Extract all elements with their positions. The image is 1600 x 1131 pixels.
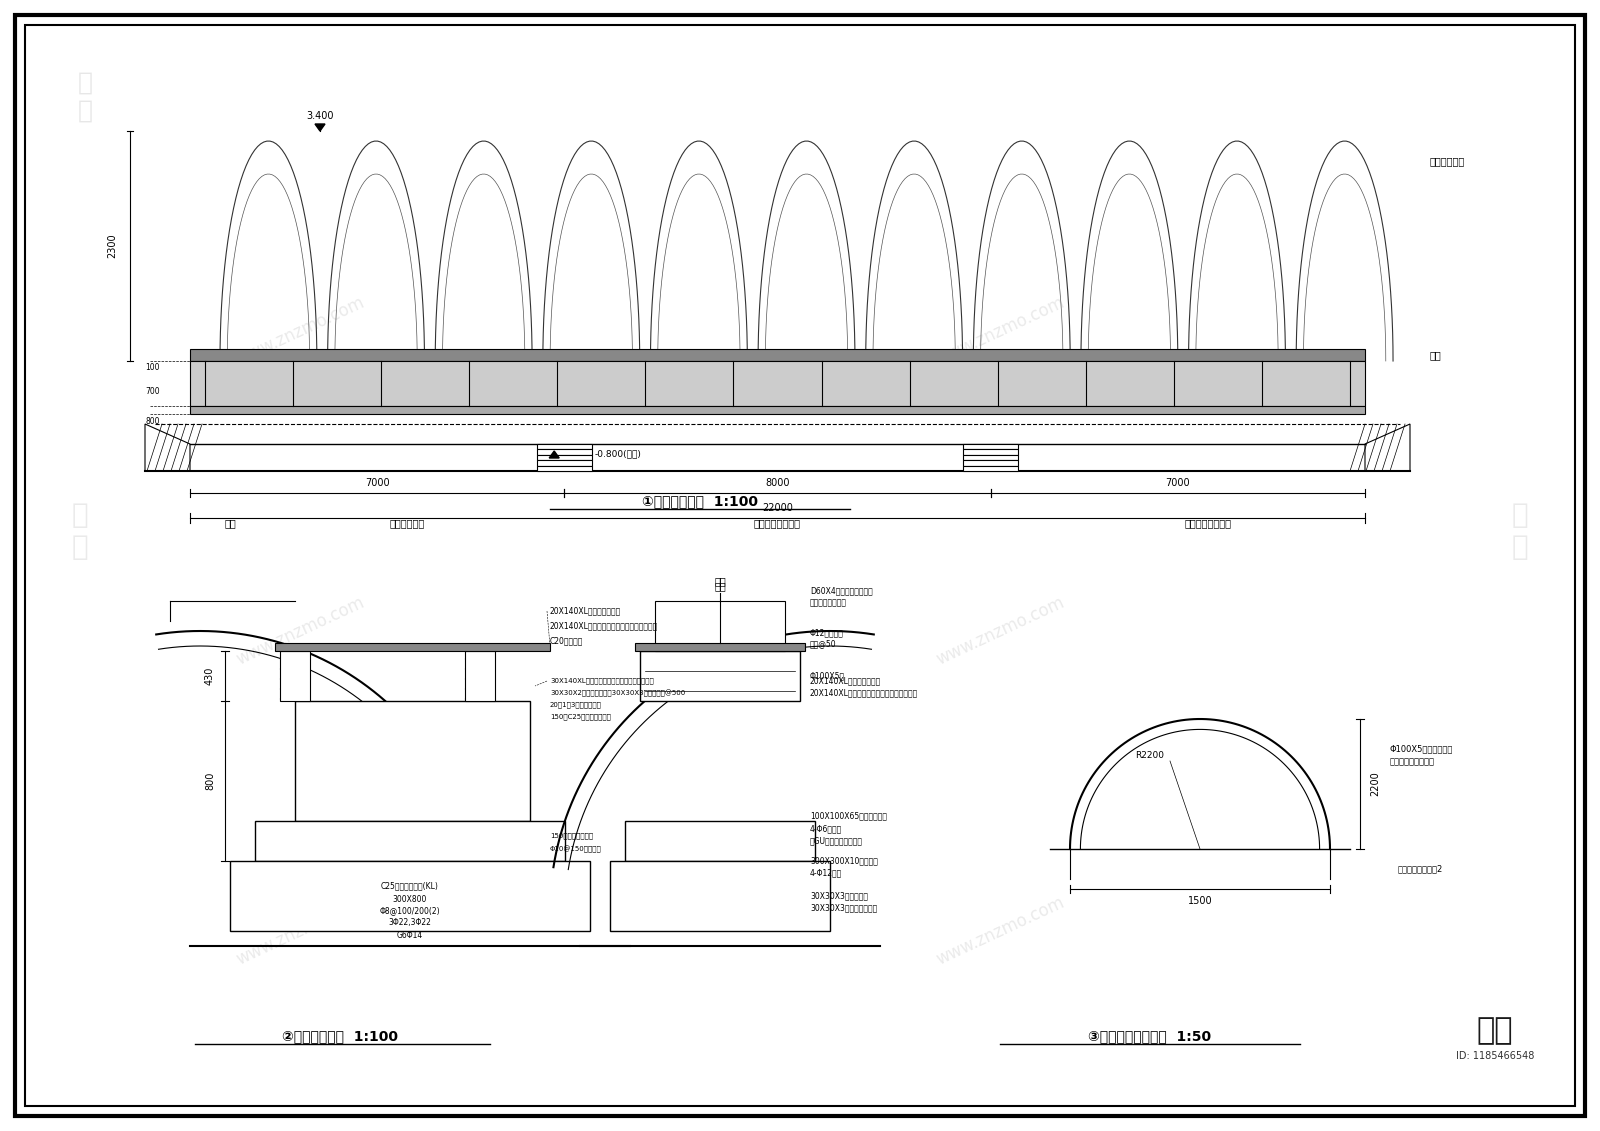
Text: 终端于接缝理中心: 终端于接缝理中心 [810, 598, 846, 607]
Text: www.znzmo.com: www.znzmo.com [933, 893, 1067, 968]
Text: Φ8@100/200(2): Φ8@100/200(2) [379, 907, 440, 915]
Text: 22000: 22000 [762, 503, 794, 513]
Text: 8000: 8000 [765, 478, 790, 487]
Text: 30X30X2槽钢方管龙骨，30X30X3角钢固定，@500: 30X30X2槽钢方管龙骨，30X30X3角钢固定，@500 [550, 689, 685, 697]
Bar [190, 406, 1365, 414]
Text: 3Φ22,3Φ22: 3Φ22,3Φ22 [389, 918, 432, 927]
Text: 20X140XL夹梦幕板装饰面: 20X140XL夹梦幕板装饰面 [810, 676, 882, 685]
Text: www.znzmo.com: www.znzmo.com [234, 293, 366, 369]
Text: 板厚详夹梦板规格表: 板厚详夹梦板规格表 [1390, 758, 1435, 767]
Text: 4-Φ12锚栓: 4-Φ12锚栓 [810, 869, 842, 878]
Text: 30X30X3角钢固定，木料: 30X30X3角钢固定，木料 [810, 904, 877, 913]
Bar [963, 444, 1018, 449]
Text: Φ100X5夹梦幕板大样: Φ100X5夹梦幕板大样 [1390, 744, 1453, 753]
Text: www.znzmo.com: www.znzmo.com [933, 293, 1067, 369]
Text: Φ12减振垫圈: Φ12减振垫圈 [810, 629, 843, 638]
Bar [536, 466, 592, 470]
Text: ID: 1185466548: ID: 1185466548 [1456, 1051, 1534, 1061]
Text: 桥柱: 桥柱 [714, 581, 726, 592]
Text: 7000: 7000 [1165, 478, 1190, 487]
Bar [963, 449, 1018, 455]
Text: D60X4夹梦幕板对应导轨: D60X4夹梦幕板对应导轨 [810, 587, 872, 596]
Text: www.znzmo.com: www.znzmo.com [234, 893, 366, 968]
Polygon shape [315, 124, 325, 131]
Bar [654, 601, 786, 651]
Text: 20X140XL夹梦幕板饰面，平头螺丝钉头固定: 20X140XL夹梦幕板饰面，平头螺丝钉头固定 [810, 689, 918, 698]
Bar [640, 651, 800, 701]
Bar [635, 644, 805, 651]
Text: 景观木材横梁饰面: 景观木材横梁饰面 [754, 518, 802, 528]
Polygon shape [549, 451, 560, 458]
Bar [254, 821, 565, 861]
Bar [536, 455, 592, 460]
Text: 廊桥造梦作品详图2: 廊桥造梦作品详图2 [1397, 864, 1443, 873]
Bar [963, 455, 1018, 460]
Bar [190, 361, 1365, 406]
Text: 夹芳造型钢管: 夹芳造型钢管 [1430, 156, 1466, 166]
Text: 桥面: 桥面 [1430, 349, 1442, 360]
Text: -0.800(地块): -0.800(地块) [594, 449, 642, 458]
Text: 20厚1：3水泥砂浆找平: 20厚1：3水泥砂浆找平 [550, 701, 602, 708]
Bar [963, 466, 1018, 470]
Text: 300X800: 300X800 [394, 895, 427, 904]
Text: 知末: 知末 [1477, 1017, 1514, 1045]
Text: 430: 430 [205, 667, 214, 685]
Text: 20X140XL夹梦幕板饰面，自攻螺丝钉头固定: 20X140XL夹梦幕板饰面，自攻螺丝钉头固定 [550, 622, 658, 630]
Text: 100X100X65多孔瓷砖面层: 100X100X65多孔瓷砖面层 [810, 812, 886, 820]
Text: 20X140XL夹梦幕板顶饰面: 20X140XL夹梦幕板顶饰面 [550, 606, 621, 615]
Text: 桥墩: 桥墩 [224, 518, 235, 528]
Text: 2200: 2200 [1370, 771, 1379, 796]
Text: 间距@50: 间距@50 [810, 639, 837, 648]
Text: 1500: 1500 [1187, 896, 1213, 906]
Text: 700: 700 [146, 387, 160, 396]
Text: 30X30X3桥梁对齐孔: 30X30X3桥梁对齐孔 [810, 891, 867, 900]
Bar [230, 861, 590, 931]
Bar [466, 651, 494, 701]
Text: 30X140XL夹梦幕板装饰面，自攻螺丝钉头固定: 30X140XL夹梦幕板装饰面，自攻螺丝钉头固定 [550, 677, 654, 684]
Text: 4-Φ6铁螺栓: 4-Φ6铁螺栓 [810, 824, 842, 834]
Bar [536, 460, 592, 466]
Bar [536, 449, 592, 455]
Text: C25钢筋混凝土桥(KL): C25钢筋混凝土桥(KL) [381, 881, 438, 890]
Polygon shape [1365, 424, 1410, 470]
Bar [280, 651, 310, 701]
Text: Φ100X5厚: Φ100X5厚 [810, 672, 845, 681]
Bar [963, 460, 1018, 466]
Bar [190, 349, 1365, 361]
Text: 桥柱: 桥柱 [714, 576, 726, 586]
Text: ③弓形造型钢管大样  1:50: ③弓形造型钢管大样 1:50 [1088, 1029, 1211, 1043]
Text: 知
末: 知 末 [1512, 501, 1528, 561]
Text: 150厚混凝土桥面板: 150厚混凝土桥面板 [550, 832, 594, 839]
Text: www.znzmo.com: www.znzmo.com [234, 594, 366, 668]
Bar [1430, 1016, 1560, 1076]
Text: R2200: R2200 [1136, 751, 1165, 760]
Text: 各GU垫板，镀安装处理: 各GU垫板，镀安装处理 [810, 837, 862, 846]
Text: 2300: 2300 [107, 234, 117, 258]
Text: 300X300X10方钢龙骨: 300X300X10方钢龙骨 [810, 856, 878, 865]
Text: 景观造型钢管: 景观造型钢管 [389, 518, 424, 528]
Text: 景观安全木护栏板: 景观安全木护栏板 [1184, 518, 1232, 528]
Bar [536, 444, 592, 449]
Text: G6Φ14: G6Φ14 [397, 931, 422, 940]
Polygon shape [146, 424, 190, 470]
Text: ①景观桥立面图  1:100: ①景观桥立面图 1:100 [642, 494, 758, 508]
Text: 150厚C25机磨混凝土墙柱: 150厚C25机磨混凝土墙柱 [550, 714, 611, 720]
Text: 3.400: 3.400 [306, 111, 334, 121]
Text: www.znzmo.com: www.znzmo.com [933, 594, 1067, 668]
Text: Φ10@150双层双向: Φ10@150双层双向 [550, 845, 602, 853]
Bar [626, 821, 814, 861]
Text: 800: 800 [205, 771, 214, 791]
Text: 知
末: 知 末 [72, 501, 88, 561]
Text: ②景观桥断面图  1:100: ②景观桥断面图 1:100 [282, 1029, 398, 1043]
Text: 100: 100 [146, 363, 160, 371]
Text: 7000: 7000 [365, 478, 389, 487]
Bar [275, 644, 550, 651]
Bar [610, 861, 830, 931]
Text: 知
末: 知 末 [77, 71, 93, 123]
Bar [294, 701, 530, 821]
Text: C20混凝土墙: C20混凝土墙 [550, 637, 584, 646]
Text: 800: 800 [146, 417, 160, 426]
